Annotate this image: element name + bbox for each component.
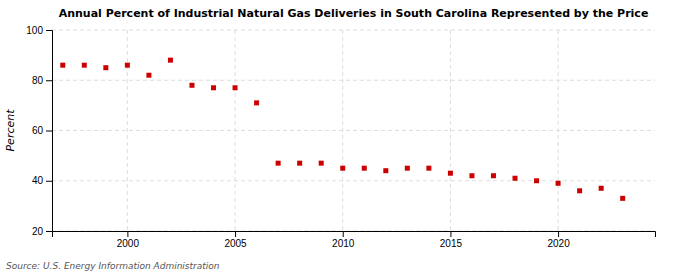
title: Annual Percent of Industrial Natural Gas… (59, 7, 649, 20)
point (556, 181, 561, 186)
point (82, 63, 87, 68)
grid-line (235, 30, 236, 231)
point (146, 73, 151, 78)
tick-mark (46, 231, 52, 232)
point (491, 173, 496, 178)
point (469, 173, 474, 178)
tick-label: 60 (32, 125, 44, 136)
grid-line (52, 130, 655, 131)
source: Source: U.S. Energy Information Administ… (6, 261, 220, 271)
tick-mark (450, 231, 451, 237)
tick-label: 40 (32, 175, 44, 186)
tick: 40 (32, 175, 52, 186)
tick: 100 (26, 25, 52, 36)
tick-mark (343, 231, 344, 237)
point (362, 166, 367, 171)
y-axis-title: Percent (4, 109, 17, 152)
tick-label: 20 (32, 226, 44, 237)
tick-mark (127, 231, 128, 237)
tick-mark (46, 30, 52, 31)
tick-mark (46, 80, 52, 81)
axis-line (53, 232, 656, 238)
grid (52, 30, 655, 231)
point (233, 85, 238, 90)
point (534, 178, 539, 183)
grid-line (127, 30, 128, 231)
chart: 2000200520102015202020406080100Annual Pe… (0, 0, 675, 275)
tick-label: 2005 (224, 238, 247, 249)
tick-mark (46, 181, 52, 182)
grid-line (342, 30, 343, 231)
point (297, 161, 302, 166)
grid-line (558, 30, 559, 231)
point (340, 166, 345, 171)
point (60, 63, 65, 68)
point (125, 63, 130, 68)
plot: 2000200520102015202020406080100 (26, 25, 655, 249)
y-axis: 20 40 60 80 100 (26, 25, 52, 237)
tick-label: 100 (26, 25, 43, 36)
tick-label: 2015 (440, 238, 463, 249)
grid-line (52, 180, 655, 181)
point (211, 85, 216, 90)
tick: 2010 (332, 231, 355, 249)
grid-line (52, 80, 655, 81)
tick: 60 (32, 125, 52, 136)
point (276, 161, 281, 166)
point (189, 83, 194, 88)
point (513, 176, 518, 181)
point (426, 166, 431, 171)
tick: 2000 (117, 231, 140, 249)
tick-label: 2020 (547, 238, 570, 249)
x-axis: 2000 2005 2010 2015 2020 (53, 231, 656, 249)
point (254, 100, 259, 105)
tick-label: 2010 (332, 238, 355, 249)
tick: 20 (32, 226, 52, 237)
point (103, 65, 108, 70)
point (577, 188, 582, 193)
tick: 80 (32, 75, 52, 86)
point (319, 161, 324, 166)
point (448, 171, 453, 176)
tick: 2020 (547, 231, 570, 249)
point (168, 58, 173, 63)
grid-line (450, 30, 451, 231)
tick-mark (558, 231, 559, 237)
point (405, 166, 410, 171)
tick-label: 80 (32, 75, 44, 86)
points (60, 58, 625, 201)
grid-line (52, 30, 655, 31)
axis-line (46, 31, 53, 232)
point (383, 168, 388, 173)
point (620, 196, 625, 201)
tick-mark (46, 131, 52, 132)
tick: 2015 (440, 231, 463, 249)
point (599, 186, 604, 191)
tick-mark (235, 231, 236, 237)
tick-label: 2000 (117, 238, 140, 249)
tick: 2005 (224, 231, 247, 249)
